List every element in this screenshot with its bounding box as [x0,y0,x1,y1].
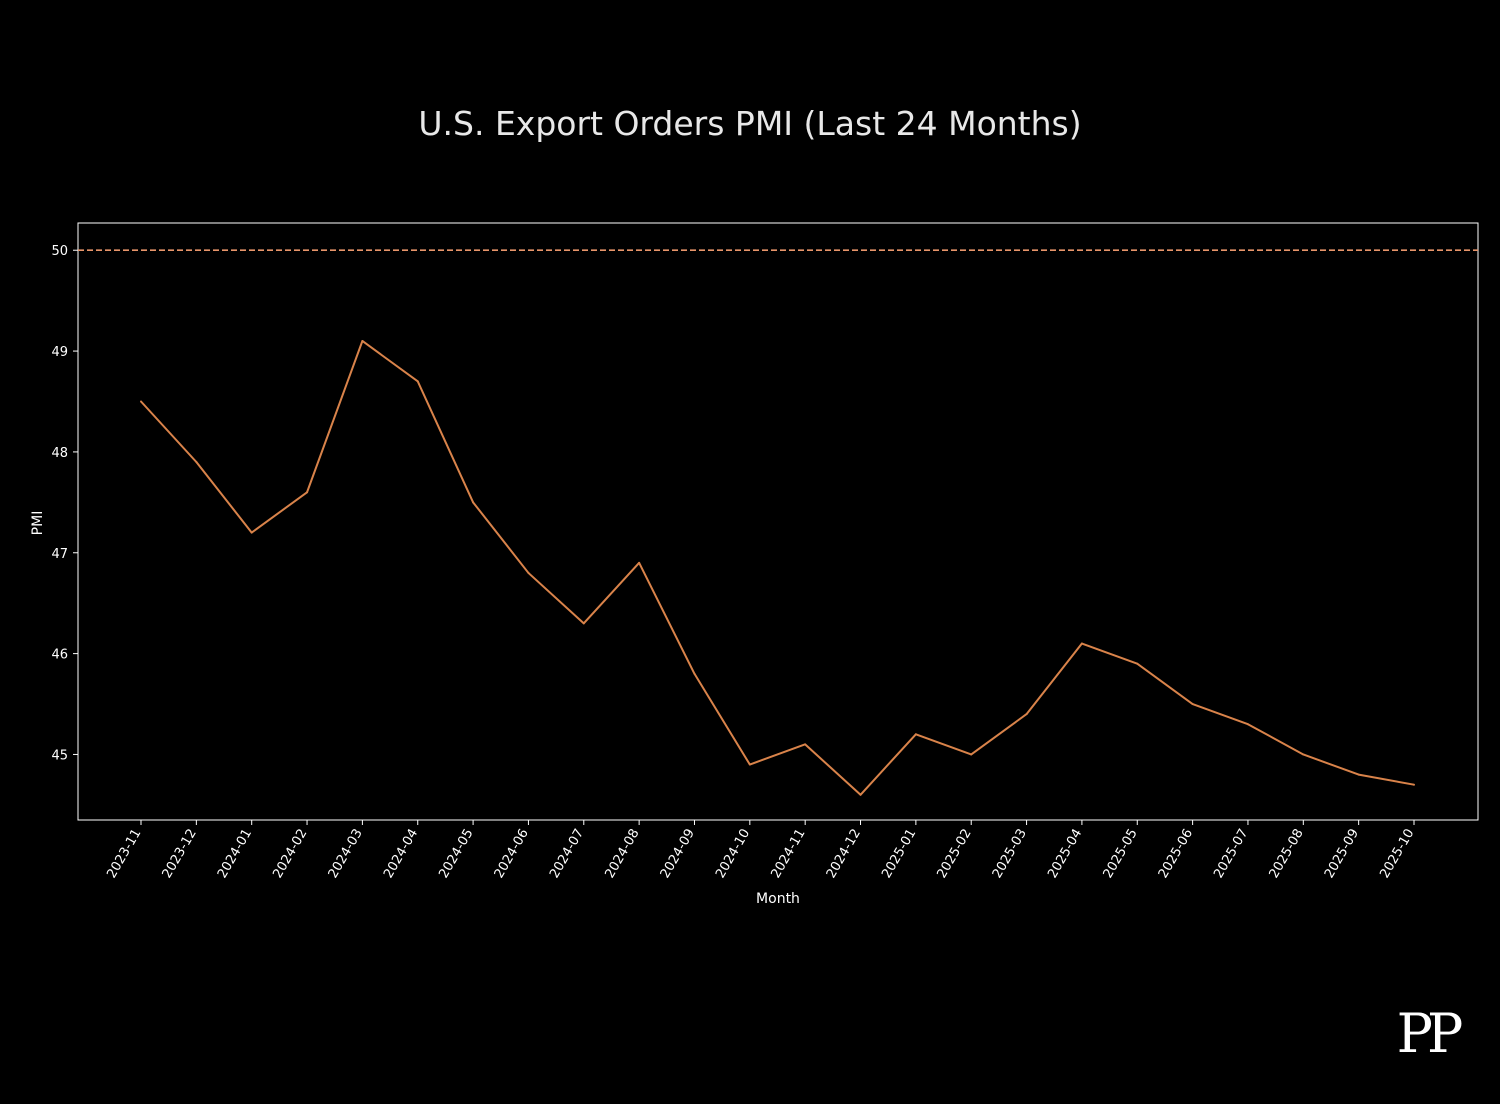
data-point [1413,783,1415,786]
data-point [804,743,807,746]
x-tick-label: 2024-04 [381,827,421,882]
x-tick-label: 2024-08 [602,827,642,882]
data-point [527,571,530,574]
y-tick-label: 49 [51,345,68,360]
x-tick-label: 2025-04 [1045,827,1085,882]
data-point [195,461,198,464]
x-tick-label: 2025-10 [1377,827,1417,882]
x-tick-label: 2023-11 [104,827,144,882]
x-tick-label: 2024-06 [492,827,532,882]
x-tick-label: 2024-05 [436,827,476,882]
data-point [1357,773,1360,776]
x-tick-label: 2025-05 [1101,827,1141,882]
data-point [970,753,973,756]
y-axis-ticks: 45 46 47 48 49 50 [51,244,78,763]
x-tick-label: 2025-01 [879,827,919,882]
plot-area-frame [77,222,1479,821]
data-point [250,531,253,534]
chart-title: U.S. Export Orders PMI (Last 24 Months) [418,104,1081,143]
x-tick-label: 2024-12 [824,827,864,882]
data-point [693,672,696,675]
x-tick-label: 2024-09 [658,827,698,882]
x-tick-label: 2023-12 [160,827,200,882]
data-point [472,501,475,504]
y-tick-label: 47 [51,547,68,562]
data-point [1025,713,1028,716]
series-line [140,339,1415,796]
x-tick-label: 2025-07 [1211,827,1251,882]
x-tick-label: 2025-06 [1156,827,1196,882]
data-point [748,763,751,766]
y-tick-label: 46 [51,648,68,663]
x-tick-label: 2025-02 [935,827,975,882]
data-point [1302,753,1305,756]
x-axis-ticks: 2023-11 2023-12 2024-01 2024-02 2024-03 2024-… [104,820,1417,881]
data-point [140,400,142,403]
series-layer [140,339,1415,796]
x-tick-label: 2024-02 [270,827,310,882]
brand-logo: PP [1397,1002,1462,1065]
x-tick-label: 2024-11 [768,827,808,882]
y-tick-label: 50 [51,244,68,259]
x-tick-label: 2025-09 [1322,827,1362,882]
data-point [859,793,862,796]
x-tick-label: 2025-08 [1267,827,1307,882]
data-point [1246,723,1249,726]
x-tick-label: 2024-10 [713,827,753,882]
x-tick-label: 2024-07 [547,827,587,882]
data-point [361,339,364,342]
x-tick-label: 2025-03 [990,827,1030,882]
data-point [1080,642,1083,645]
x-tick-label: 2024-01 [215,827,255,882]
data-point [306,491,309,494]
data-point [1191,703,1194,706]
data-point [1136,662,1139,665]
x-tick-label: 2024-03 [326,827,366,882]
y-tick-label: 45 [51,748,68,763]
data-point [638,561,641,564]
x-axis-label: Month [756,891,800,907]
data-point [582,622,585,625]
y-tick-label: 48 [51,446,68,461]
data-point [416,380,419,383]
data-point [914,733,917,736]
y-axis-label: PMI [30,511,46,536]
